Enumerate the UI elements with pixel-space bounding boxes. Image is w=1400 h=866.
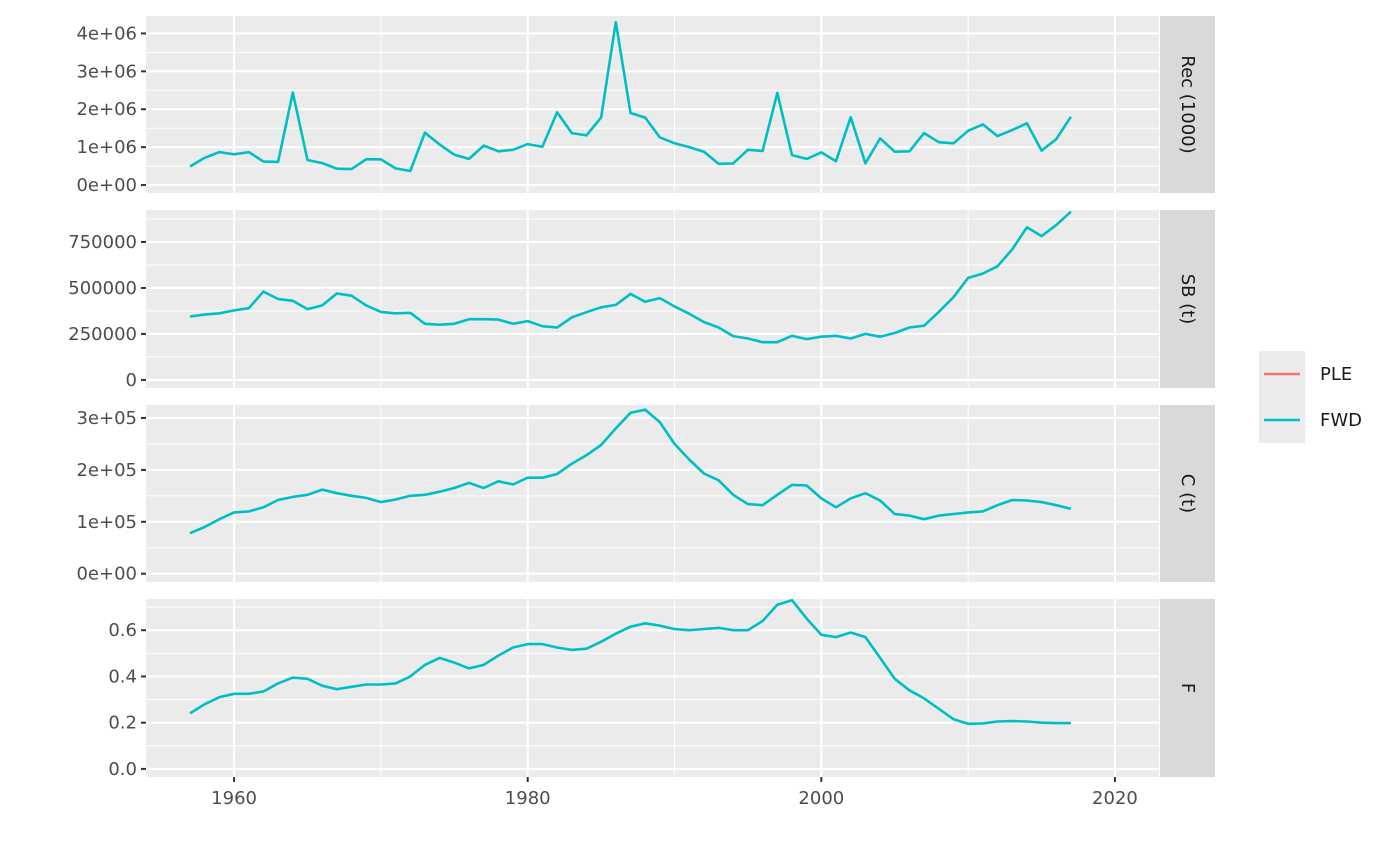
x-tick-label: 1960 [211,788,257,809]
y-tick-label: 3e+05 [76,408,137,429]
panel-background [146,16,1159,193]
y-tick-label: 0.4 [108,666,137,687]
facet-panel-1: 0e+00 1e+06 2e+06 3e+06 4e+06 Rec (1000) [76,16,1215,196]
facet-strip-label: SB (t) [1177,274,1198,325]
facet-strip [1160,210,1215,388]
facet-panel-2: 0 250000 500000 750000 SB (t) [68,210,1215,391]
series-line-fwd [189,210,1072,344]
x-tick-label: 2020 [1092,788,1138,809]
y-tick-label: 4e+06 [76,23,137,44]
chart-legend: PLE FWD [1259,351,1362,443]
y-tick-label: 1e+06 [76,137,137,158]
y-tick-label: 0.6 [108,620,137,641]
facet-panel-4: 0.0 0.2 0.4 0.6 F [108,598,1215,780]
y-tick-label: 750000 [68,232,137,253]
legend-label-fwd: FWD [1320,410,1362,431]
y-tick-label: 0e+00 [76,175,137,196]
facet-strip [1160,16,1215,193]
facet-strip-label: Rec (1000) [1177,55,1198,153]
panel-background [146,405,1159,582]
panel-background [146,599,1159,777]
y-tick-label: 0e+00 [76,564,137,585]
facet-panel-3: 0e+00 1e+05 2e+05 3e+05 C (t) [76,405,1215,585]
series-line-fwd [189,598,1071,726]
y-tick-label: 500000 [68,278,137,299]
series-line-fwd [189,20,1072,173]
series-line-fwd [189,408,1072,535]
y-tick-label: 3e+06 [76,61,137,82]
y-tick-label: 1e+05 [76,512,137,533]
y-tick-label: 2e+06 [76,99,137,120]
y-tick-label: 0.0 [108,759,137,780]
facet-strip-label: C (t) [1177,474,1198,513]
facet-strip [1160,599,1215,777]
y-tick-label: 2e+05 [76,460,137,481]
facet-strip-label: F [1177,683,1198,693]
facet-strip [1160,405,1215,582]
chart-panels: 0e+00 1e+06 2e+06 3e+06 4e+06 Rec (1000) 0 2500… [68,16,1215,780]
x-tick-label: 2000 [798,788,844,809]
legend-label-ple: PLE [1320,364,1352,385]
y-tick-label: 250000 [68,324,137,345]
x-tick-label: 1980 [505,788,551,809]
y-tick-label: 0 [126,370,137,391]
x-axis: 1960 1980 2000 2020 [211,777,1138,809]
y-tick-label: 0.2 [108,713,137,734]
